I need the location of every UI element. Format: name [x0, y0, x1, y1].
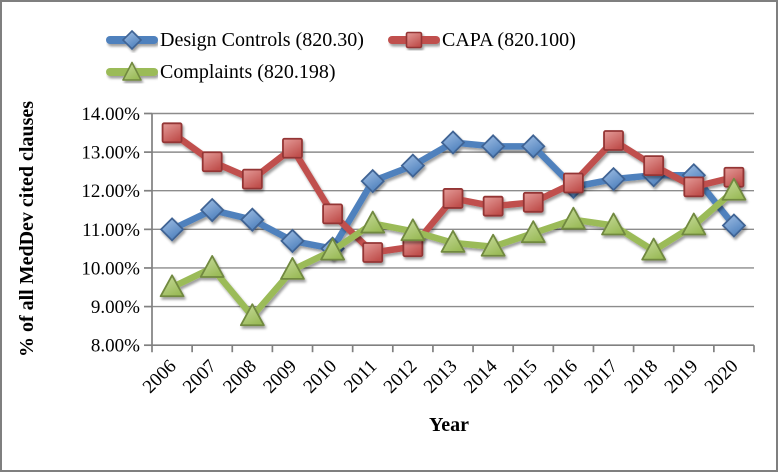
- x-tick-label-2017: 2017: [580, 356, 622, 398]
- x-tick-label-2011: 2011: [340, 356, 381, 397]
- marker-capa-2009: [282, 137, 303, 159]
- x-tick-label-2008: 2008: [219, 356, 261, 398]
- x-tick-label-2019: 2019: [661, 356, 703, 398]
- marker-capa-2014: [482, 195, 504, 217]
- marker-capa-2008: [241, 168, 263, 190]
- legend-label-complaints: Complaints (820.198): [160, 61, 336, 83]
- marker-complaints-2020: [721, 177, 747, 201]
- marker-design-controls-2014: [480, 134, 506, 159]
- marker-design-controls-2020: [721, 213, 747, 238]
- x-axis-title: Year: [429, 414, 469, 436]
- marker-capa-2011: [362, 242, 384, 263]
- y-tick-label: 8.00%: [91, 336, 140, 357]
- marker-complaints-2018: [641, 237, 667, 261]
- x-tick-label-2018: 2018: [620, 356, 662, 398]
- marker-capa-2019: [683, 176, 705, 198]
- marker-design-controls-2011: [360, 168, 386, 194]
- capa-legend-marker-icon: [388, 31, 440, 49]
- x-tick-label-2012: 2012: [380, 356, 422, 398]
- marker-design-controls-2015: [520, 134, 546, 159]
- marker-complaints-2015: [520, 220, 546, 244]
- x-tick-label-2010: 2010: [299, 356, 341, 398]
- y-tick-label: 13.00%: [81, 143, 140, 164]
- marker-complaints-2012: [400, 218, 426, 242]
- diamond-icon: [121, 29, 143, 51]
- marker-design-controls-2006: [159, 217, 185, 242]
- y-tick-label: 9.00%: [91, 297, 140, 318]
- y-tick-label: 10.00%: [81, 258, 140, 279]
- x-tick-label-2015: 2015: [500, 356, 542, 398]
- y-tick-label: 12.00%: [81, 181, 140, 202]
- marker-capa-2016: [563, 172, 584, 194]
- y-tick-label: 11.00%: [82, 220, 140, 241]
- legend-item-capa: CAPA (820.100): [388, 26, 576, 54]
- marker-capa-2018: [643, 155, 665, 177]
- marker-complaints-2014: [480, 233, 506, 257]
- x-tick-label-2016: 2016: [540, 356, 582, 398]
- marker-complaints-2019: [681, 212, 707, 236]
- legend-label-design-controls: Design Controls (820.30): [160, 29, 364, 51]
- marker-capa-2006: [161, 122, 183, 144]
- marker-complaints-2008: [239, 303, 265, 327]
- y-tick-label: 14.00%: [81, 104, 140, 125]
- legend-label-capa: CAPA (820.100): [442, 29, 576, 51]
- marker-complaints-2009: [280, 256, 305, 280]
- marker-capa-2015: [522, 191, 544, 213]
- marker-complaints-2017: [601, 212, 626, 236]
- x-tick-label-2020: 2020: [701, 356, 743, 398]
- series-design-controls: [159, 130, 747, 261]
- marker-design-controls-2008: [240, 207, 265, 232]
- legend-item-complaints: Complaints (820.198): [106, 58, 336, 86]
- marker-capa-2007: [201, 151, 223, 173]
- marker-complaints-2013: [440, 229, 466, 253]
- marker-complaints-2006: [159, 274, 185, 298]
- square-icon: [405, 31, 423, 49]
- x-tick-label-2006: 2006: [139, 356, 181, 398]
- marker-complaints-2016: [561, 206, 586, 230]
- x-tick-label-2007: 2007: [179, 356, 221, 398]
- marker-capa-2017: [603, 130, 624, 151]
- marker-complaints-2010: [320, 237, 345, 261]
- x-tick-label-2013: 2013: [420, 356, 462, 398]
- x-tick-label-2009: 2009: [259, 356, 301, 398]
- complaints-legend-marker-icon: [106, 61, 158, 81]
- marker-capa-2010: [322, 203, 344, 225]
- marker-complaints-2011: [360, 210, 386, 234]
- series-capa: [161, 122, 745, 263]
- marker-design-controls-2017: [601, 166, 626, 192]
- design-controls-legend-marker-icon: [106, 29, 158, 51]
- marker-complaints-2007: [199, 255, 225, 278]
- marker-design-controls-2007: [199, 197, 225, 223]
- series-complaints: [159, 177, 747, 327]
- marker-design-controls-2012: [400, 153, 426, 178]
- marker-capa-2013: [442, 188, 464, 209]
- legend-item-design-controls: Design Controls (820.30): [106, 26, 364, 54]
- triangle-icon: [122, 61, 142, 81]
- marker-design-controls-2013: [440, 130, 466, 155]
- marker-design-controls-2009: [280, 228, 305, 254]
- y-axis-title: % of all MedDev cited clauses: [16, 100, 38, 358]
- x-tick-label-2014: 2014: [460, 356, 502, 398]
